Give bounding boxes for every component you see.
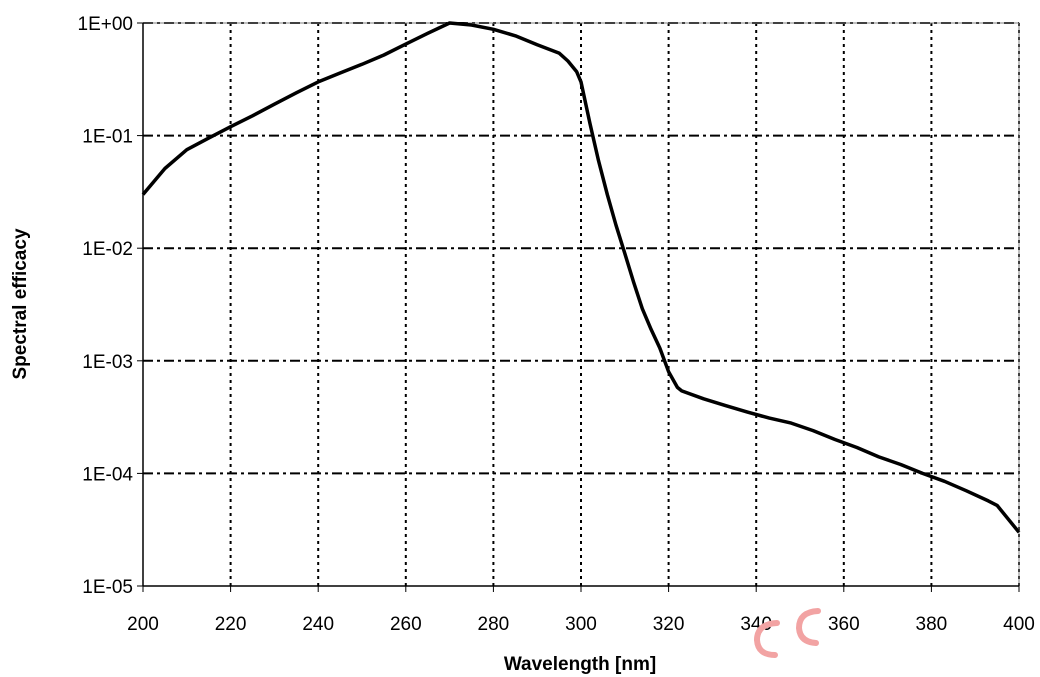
x-tick-label: 240: [302, 614, 334, 635]
x-tick-label: 400: [1003, 614, 1035, 635]
x-tick-label: 200: [127, 614, 159, 635]
x-tick-label: 380: [916, 614, 948, 635]
y-tick-label: 1E-04: [82, 464, 133, 485]
x-tick-label: 280: [478, 614, 510, 635]
axes: [137, 22, 1020, 592]
x-tick-label: 220: [215, 614, 247, 635]
y-tick-label: 1E-02: [82, 239, 133, 260]
x-tick-label: 300: [565, 614, 597, 635]
x-tick-label: 260: [390, 614, 422, 635]
series-line: [141, 21, 1021, 534]
x-tick-label: 320: [653, 614, 685, 635]
series: [141, 21, 1021, 534]
grid: [143, 22, 1020, 586]
watermark-arc: [795, 608, 821, 646]
y-tick-label: 1E+00: [78, 14, 133, 35]
y-tick-label: 1E-01: [82, 127, 133, 148]
y-tick-label: 1E-03: [82, 352, 133, 373]
x-tick-label: 360: [828, 614, 860, 635]
x-axis-title: Wavelength [nm]: [504, 654, 656, 675]
watermark-logo: [753, 608, 821, 658]
y-tick-label: 1E-05: [82, 577, 133, 598]
y-axis-title: Spectral efficacy: [10, 228, 31, 379]
watermark-arc: [753, 620, 780, 658]
tick-labels: 200 220 240 260 280 300 320 340 360 380 4001E+001E…: [78, 14, 1035, 635]
